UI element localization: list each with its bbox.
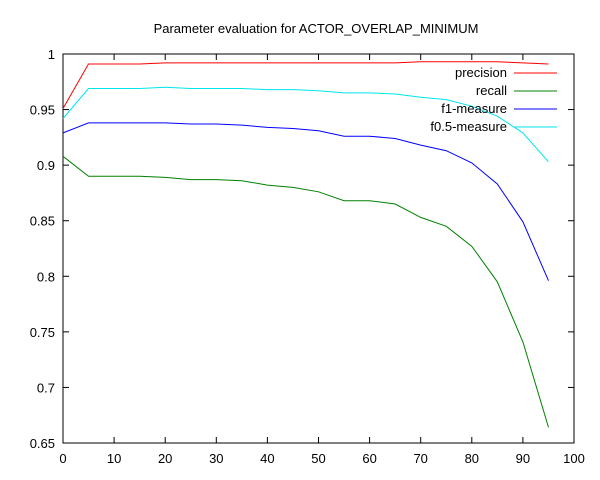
- x-tick-label: 70: [413, 451, 427, 466]
- y-tick-label: 0.95: [30, 103, 55, 118]
- y-tick-label: 0.65: [30, 436, 55, 451]
- y-tick-label: 1: [48, 47, 55, 62]
- legend-label: recall: [476, 83, 507, 98]
- x-tick-label: 10: [107, 451, 121, 466]
- series-line-f0-5-measure: [62, 86, 549, 163]
- legend-label: precision: [455, 65, 507, 80]
- x-tick-label: 0: [59, 451, 66, 466]
- x-tick-label: 40: [260, 451, 274, 466]
- legend-label: f0.5-measure: [430, 119, 507, 134]
- x-tick-label: 50: [311, 451, 325, 466]
- x-tick-label: 90: [516, 451, 530, 466]
- y-tick-label: 0.9: [37, 158, 55, 173]
- y-tick-label: 0.75: [30, 325, 55, 340]
- y-tick-label: 0.7: [37, 380, 55, 395]
- y-tick-label: 0.85: [30, 214, 55, 229]
- series-line-recall: [62, 155, 549, 428]
- x-tick-label: 80: [465, 451, 479, 466]
- series-line-precision: [62, 61, 549, 109]
- x-tick-label: 20: [158, 451, 172, 466]
- x-tick-label: 100: [563, 451, 585, 466]
- series-layer: [62, 61, 549, 428]
- legend-label: f1-measure: [441, 101, 507, 116]
- legend: precision recall f1-measure f0.5-measure: [430, 65, 557, 134]
- series-line-f1-measure: [62, 122, 549, 281]
- axes-layer: 0 10 20 30 40 50 60 70 80 90 100 0.65 0.7 0.75 0.8 0.85…: [30, 47, 585, 466]
- x-tick-label: 60: [362, 451, 376, 466]
- x-tick-label: 30: [209, 451, 223, 466]
- y-tick-label: 0.8: [37, 269, 55, 284]
- chart-title: Parameter evaluation for ACTOR_OVERLAP_M…: [154, 21, 479, 36]
